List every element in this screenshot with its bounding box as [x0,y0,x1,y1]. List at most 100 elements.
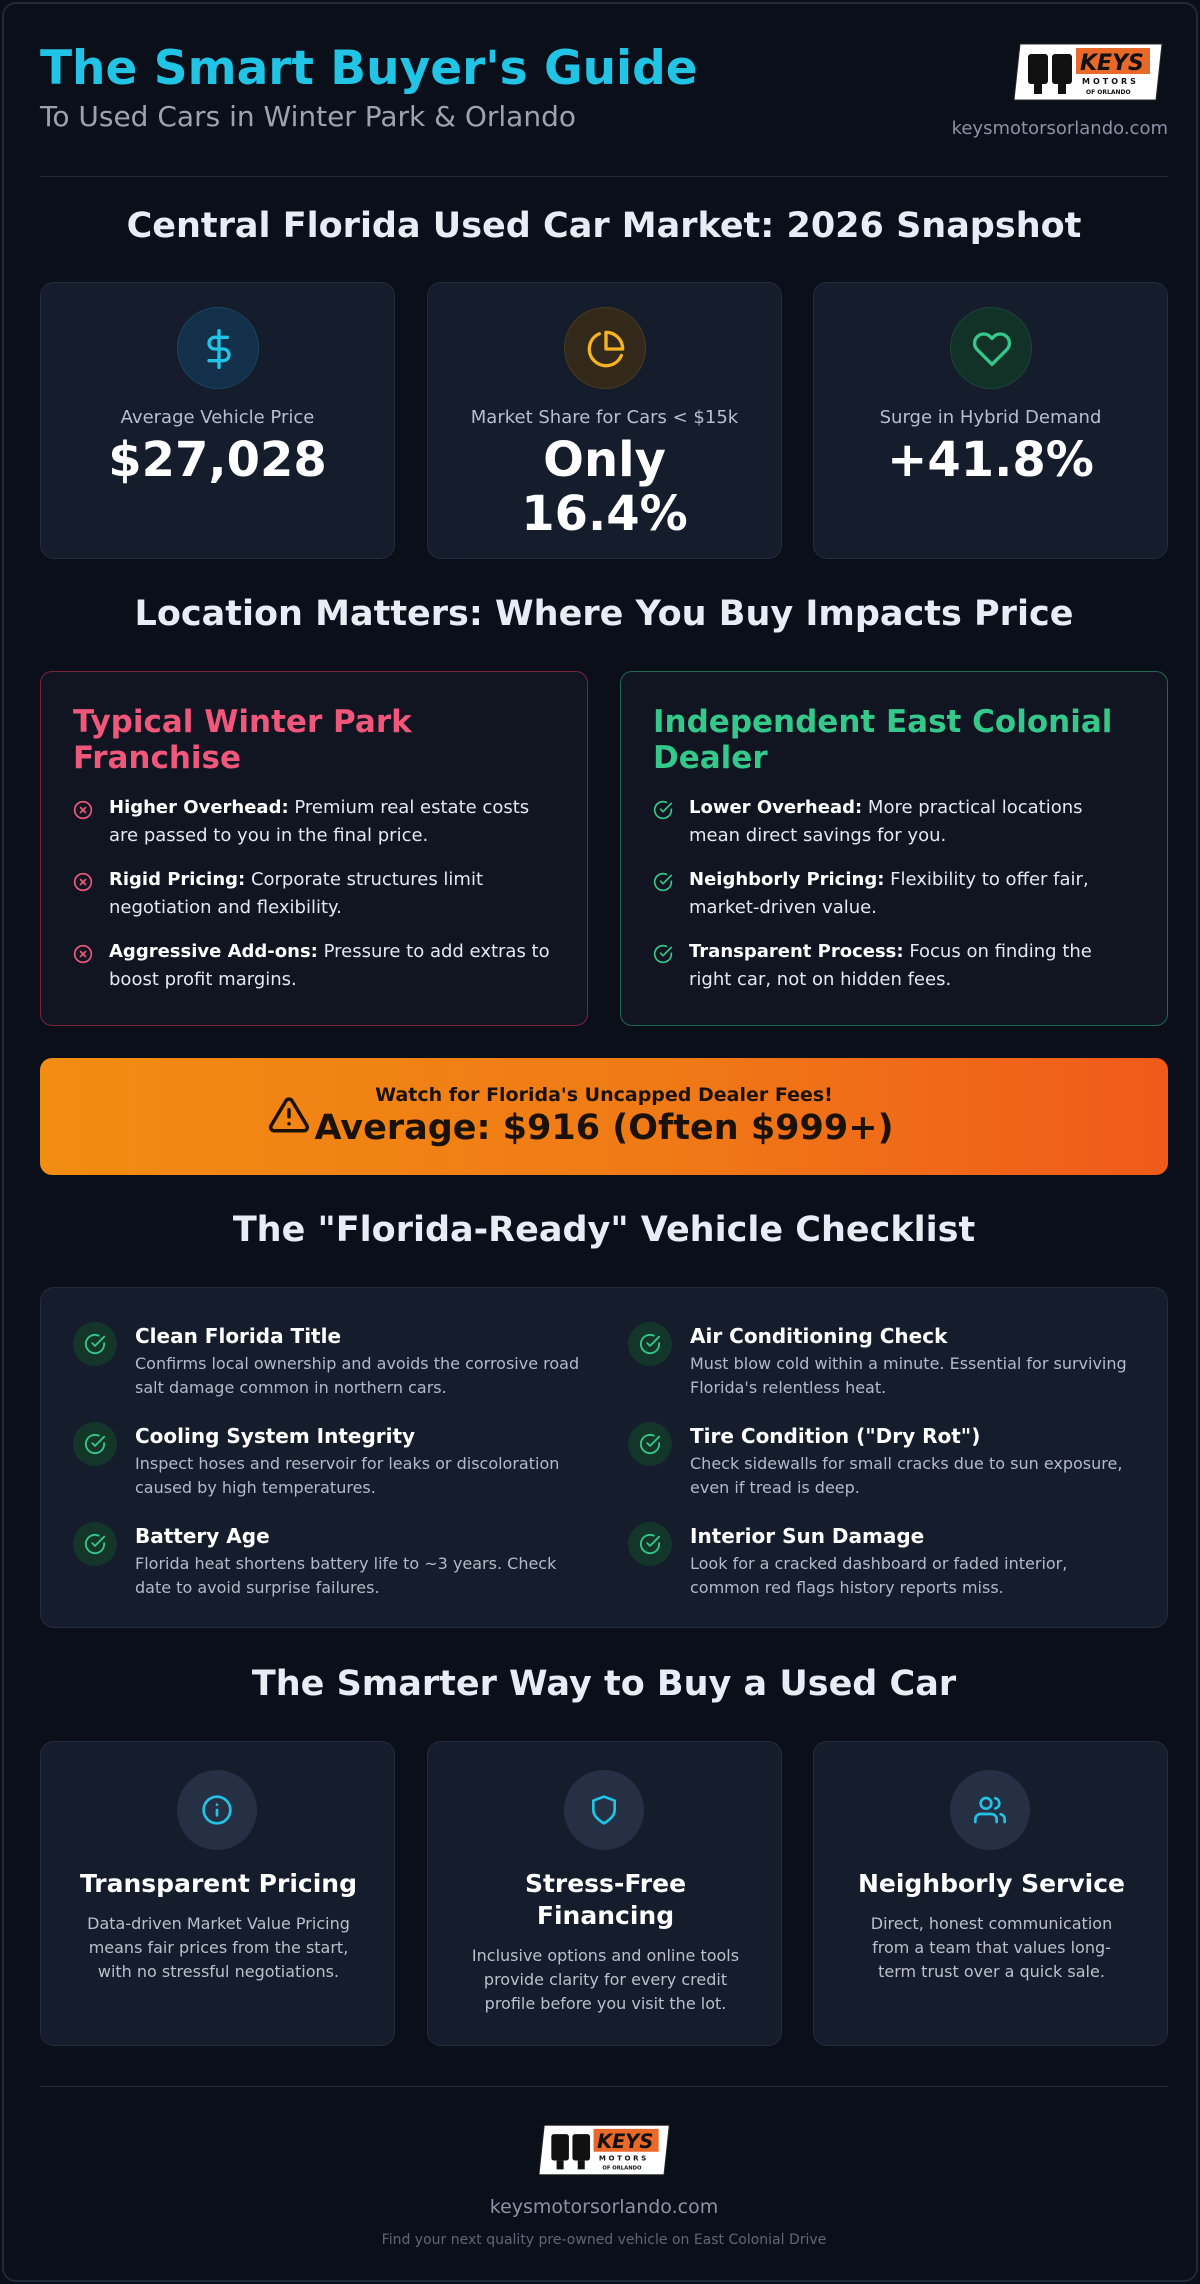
header-divider [40,176,1168,177]
stat-label: Surge in Hybrid Demand [879,407,1102,428]
stat-label: Market Share for Cars < $15k [470,407,739,428]
check-circle-icon [73,1422,117,1466]
checklist-item-desc: Must blow cold within a minute. Essentia… [690,1354,1127,1397]
keys-motors-footer-logo[interactable]: KEYS MOTORS OF ORLANDO [539,2123,671,2177]
dollar-icon [177,307,259,389]
item-text: Corporate structures limit negotiation a… [109,869,484,918]
item-text: Flexibility to offer fair, market-driven… [689,869,1089,918]
checklist-item-desc: Look for a cracked dashboard or faded in… [690,1554,1068,1597]
benefit-card-financing: Stress-Free Financing Inclusive options … [427,1741,782,2046]
x-circle-icon [73,800,93,820]
stat-value-line: 16.4% [521,486,688,542]
users-icon [950,1770,1030,1850]
franchise-item: Higher Overhead: Premium real estate cos… [73,794,557,850]
item-bold: Lower Overhead: [689,797,863,818]
item-bold: Rigid Pricing: [109,869,246,890]
footer-tagline: Find your next quality pre-owned vehicle… [381,2232,827,2248]
franchise-item: Rigid Pricing: Corporate structures limi… [73,866,557,922]
market-section-title: Central Florida Used Car Market: 2026 Sn… [126,206,1082,246]
item-text: Pressure to add extras to boost profit m… [109,941,550,990]
stat-card-market-share: Market Share for Cars < $15k Only 16.4% [427,282,782,559]
item-bold: Higher Overhead: [109,797,289,818]
check-circle-icon [653,872,673,892]
checklist-item-title: Cooling System Integrity [135,1424,416,1448]
check-circle-icon [653,944,673,964]
check-circle-icon [73,1322,117,1366]
heart-icon [950,307,1032,389]
benefit-card-transparent-pricing: Transparent Pricing Data-driven Market V… [40,1741,395,2046]
checklist-item-desc: Inspect hoses and reservoir for leaks or… [135,1454,560,1497]
logo-subtext: MOTORS [1082,77,1139,86]
dealer-fee-alert: Watch for Florida's Uncapped Dealer Fees… [40,1058,1168,1175]
stat-card-hybrid-demand: Surge in Hybrid Demand +41.8% [813,282,1168,559]
benefit-card-service: Neighborly Service Direct, honest commun… [813,1741,1168,2046]
check-circle-icon [653,800,673,820]
stat-value: Only 16.4% [428,433,781,541]
stat-value-line: $27,028 [108,432,327,488]
logo-text: KEYS [597,2130,653,2153]
checklist-item-title: Clean Florida Title [135,1324,342,1348]
benefit-desc: Data-driven Market Value Pricing means f… [87,1914,350,1981]
check-circle-icon [628,1322,672,1366]
checklist-item-desc: Check sidewalls for small cracks due to … [690,1454,1123,1497]
checklist-section-title: The "Florida-Ready" Vehicle Checklist [232,1210,976,1250]
independent-item: Neighborly Pricing: Flexibility to offer… [653,866,1137,922]
checklist-item-desc: Florida heat shortens battery life to ~3… [135,1554,557,1597]
franchise-item: Aggressive Add-ons: Pressure to add extr… [73,938,557,994]
item-text: Focus on finding the right car, not on h… [689,941,1092,990]
header-url[interactable]: keysmotorsorlando.com [951,118,1168,139]
benefit-title: Neighborly Service [857,1869,1126,1898]
franchise-title: Typical Winter Park Franchise [73,704,412,776]
item-text: Premium real estate costs are passed to … [109,797,530,846]
logo-subtext: MOTORS [599,2154,649,2163]
x-circle-icon [73,944,93,964]
franchise-comparison: Typical Winter Park Franchise Higher Ove… [40,671,588,1026]
stat-value: $27,028 [41,433,394,487]
item-bold: Transparent Process: [689,941,904,962]
shield-icon [564,1770,644,1850]
benefit-title: Transparent Pricing [80,1869,357,1898]
item-bold: Aggressive Add-ons: [109,941,318,962]
checklist-item-title: Air Conditioning Check [690,1324,948,1348]
independent-item: Lower Overhead: More practical locations… [653,794,1137,850]
check-circle-icon [628,1522,672,1566]
logo-tagline: OF ORLANDO [602,2165,642,2171]
info-icon [177,1770,257,1850]
item-text: More practical locations mean direct sav… [689,797,1083,846]
benefit-desc: Direct, honest communication from a team… [870,1914,1113,1981]
benefit-title: Stress-Free Financing [524,1869,687,1930]
keys-motors-logo[interactable]: KEYS MOTORS OF ORLANDO [1014,42,1164,102]
page-title: The Smart Buyer's Guide [40,41,698,96]
stat-value-line: Only [543,432,666,488]
stat-label: Average Vehicle Price [120,407,315,428]
checklist-item-desc: Confirms local ownership and avoids the … [135,1354,580,1397]
check-circle-icon [73,1522,117,1566]
pie-chart-icon [564,307,646,389]
item-bold: Neighborly Pricing: [689,869,885,890]
check-circle-icon [628,1422,672,1466]
benefit-desc: Inclusive options and online tools provi… [471,1946,740,2013]
warning-triangle-icon [268,1097,310,1133]
location-section-title: Location Matters: Where You Buy Impacts … [134,594,1074,634]
logo-tagline: OF ORLANDO [1086,89,1131,96]
checklist-item-title: Interior Sun Damage [690,1524,925,1548]
alert-headline: Average: $916 (Often $999+) [314,1108,894,1148]
stat-value-line: +41.8% [887,432,1094,488]
stat-card-average-price: Average Vehicle Price $27,028 [40,282,395,559]
x-circle-icon [73,872,93,892]
checklist-item-title: Tire Condition ("Dry Rot") [690,1424,981,1448]
independent-comparison: Independent East Colonial Dealer Lower O… [620,671,1168,1026]
page-subtitle: To Used Cars in Winter Park & Orlando [40,100,576,133]
benefits-section-title: The Smarter Way to Buy a Used Car [251,1664,957,1704]
independent-item: Transparent Process: Focus on finding th… [653,938,1137,994]
header: The Smart Buyer's Guide To Used Cars in … [40,40,1168,140]
footer-divider [40,2086,1168,2087]
stat-value: +41.8% [814,433,1167,487]
alert-warning-text: Watch for Florida's Uncapped Dealer Fees… [375,1084,833,1106]
footer-url[interactable]: keysmotorsorlando.com [489,2196,719,2218]
logo-text: KEYS [1080,51,1144,76]
vehicle-checklist: Clean Florida Title Confirms local owner… [40,1287,1168,1628]
independent-title: Independent East Colonial Dealer [653,704,1113,776]
checklist-item-title: Battery Age [135,1524,270,1548]
